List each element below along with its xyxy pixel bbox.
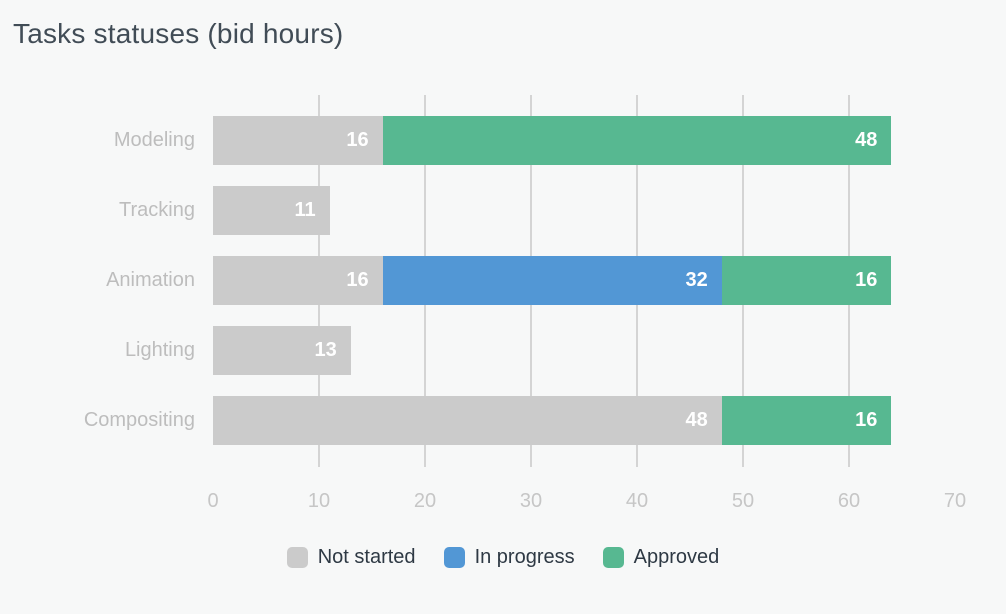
chart-row-lighting: Lighting 13: [0, 326, 955, 375]
legend-item-approved[interactable]: Approved: [602, 546, 720, 569]
legend: Not started In progress Approved: [0, 546, 1006, 569]
bar-value-label: 48: [685, 409, 708, 431]
category-label: Compositing: [83, 409, 195, 431]
bar-segment-approved[interactable]: 16: [721, 396, 892, 445]
bar-track: 11: [213, 186, 955, 235]
legend-swatch: [443, 547, 465, 568]
x-tick-label-30: 30: [519, 490, 543, 512]
bar-segment-not-started[interactable]: 13: [213, 326, 351, 375]
chart-row-animation: Animation 16 32 16: [0, 256, 955, 305]
bar-segment-not-started[interactable]: 16: [213, 256, 383, 305]
category-label: Tracking: [119, 199, 195, 221]
x-tick-label-40: 40: [625, 490, 649, 512]
x-axis: 0 10 20 30 40 50 60 70: [207, 487, 966, 515]
x-tick-label-20: 20: [413, 490, 437, 512]
x-tick-label-60: 60: [837, 490, 861, 512]
legend-item-not-started[interactable]: Not started: [286, 546, 416, 569]
plot-area: Modeling 16 48 Tracking 11 Animation 16 32 16 Lig…: [0, 95, 955, 467]
x-tick-label-70: 70: [943, 490, 967, 512]
chart-row-tracking: Tracking 11: [0, 186, 955, 235]
bar-segment-not-started[interactable]: 11: [213, 186, 330, 235]
bar-segment-approved[interactable]: 48: [382, 116, 892, 165]
chart-row-modeling: Modeling 16 48: [0, 116, 955, 165]
bar-segment-not-started[interactable]: 48: [213, 396, 722, 445]
x-tick-label-10: 10: [307, 490, 331, 512]
legend-label: Approved: [633, 546, 720, 568]
bar-rows: Modeling 16 48 Tracking 11 Animation 16 32 16 Lig…: [0, 95, 955, 466]
bar-value-label: 16: [346, 129, 369, 151]
bar-value-label: 32: [685, 269, 708, 291]
bar-track: 16 48: [213, 116, 955, 165]
bar-value-label: 11: [294, 199, 316, 221]
bar-value-label: 16: [855, 409, 878, 431]
legend-swatch: [286, 547, 308, 568]
x-tick-label-50: 50: [731, 490, 755, 512]
bar-value-label: 16: [346, 269, 369, 291]
chart-row-compositing: Compositing 48 16: [0, 396, 955, 445]
bar-value-label: 13: [314, 339, 337, 361]
bar-track: 16 32 16: [213, 256, 955, 305]
bar-track: 48 16: [213, 396, 955, 445]
chart-title: Tasks statuses (bid hours): [13, 18, 344, 49]
bar-value-label: 48: [855, 129, 878, 151]
legend-label: In progress: [474, 546, 575, 568]
category-label: Animation: [106, 269, 195, 291]
bar-segment-in-progress[interactable]: 32: [382, 256, 722, 305]
bar-value-label: 16: [855, 269, 878, 291]
category-label: Lighting: [124, 339, 195, 361]
bar-segment-not-started[interactable]: 16: [213, 116, 383, 165]
x-tick-label-0: 0: [207, 490, 219, 512]
bar-track: 13: [213, 326, 955, 375]
bar-segment-approved[interactable]: 16: [721, 256, 892, 305]
legend-label: Not started: [317, 546, 416, 568]
category-label: Modeling: [113, 129, 195, 151]
legend-swatch: [602, 547, 624, 568]
legend-item-in-progress[interactable]: In progress: [443, 546, 575, 569]
